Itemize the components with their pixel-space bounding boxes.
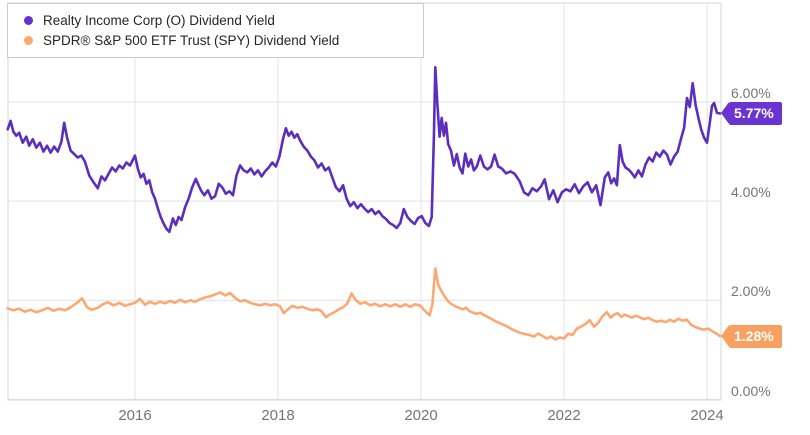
o-current-value: 5.77%: [729, 101, 782, 125]
spy-yield-line[interactable]: [6, 267, 722, 341]
x-axis-label-2018: 2018: [261, 407, 295, 424]
x-axis-label-2020: 2020: [404, 407, 438, 424]
badge-arrow-icon: [721, 325, 729, 348]
o-series-dot-icon: [24, 15, 33, 25]
legend-item-o[interactable]: Realty Income Corp (O) Dividend Yield: [24, 10, 413, 30]
o-current-value-badge[interactable]: 5.77%: [721, 101, 782, 125]
legend: Realty Income Corp (O) Dividend Yield SP…: [7, 3, 424, 58]
y-axis-label-4: 4.00%: [731, 184, 771, 201]
legend-label-o: Realty Income Corp (O) Dividend Yield: [43, 12, 275, 28]
legend-item-spy[interactable]: SPDR® S&P 500 ETF Trust (SPY) Dividend Y…: [24, 30, 413, 50]
legend-label-spy: SPDR® S&P 500 ETF Trust (SPY) Dividend Y…: [43, 32, 340, 48]
x-axis-label-2024: 2024: [690, 407, 724, 424]
spy-current-value: 1.28%: [729, 324, 782, 348]
y-axis-label-0: 0.00%: [731, 382, 771, 399]
x-axis-label-2022: 2022: [547, 407, 581, 424]
o-yield-line[interactable]: [6, 66, 722, 234]
spy-current-value-badge[interactable]: 1.28%: [721, 324, 782, 348]
badge-arrow-icon: [721, 102, 729, 125]
y-axis-label-6: 6.00%: [731, 85, 771, 102]
x-axis-label-2016: 2016: [118, 407, 152, 424]
y-axis-label-2: 2.00%: [731, 283, 771, 300]
spy-series-dot-icon: [24, 35, 33, 45]
